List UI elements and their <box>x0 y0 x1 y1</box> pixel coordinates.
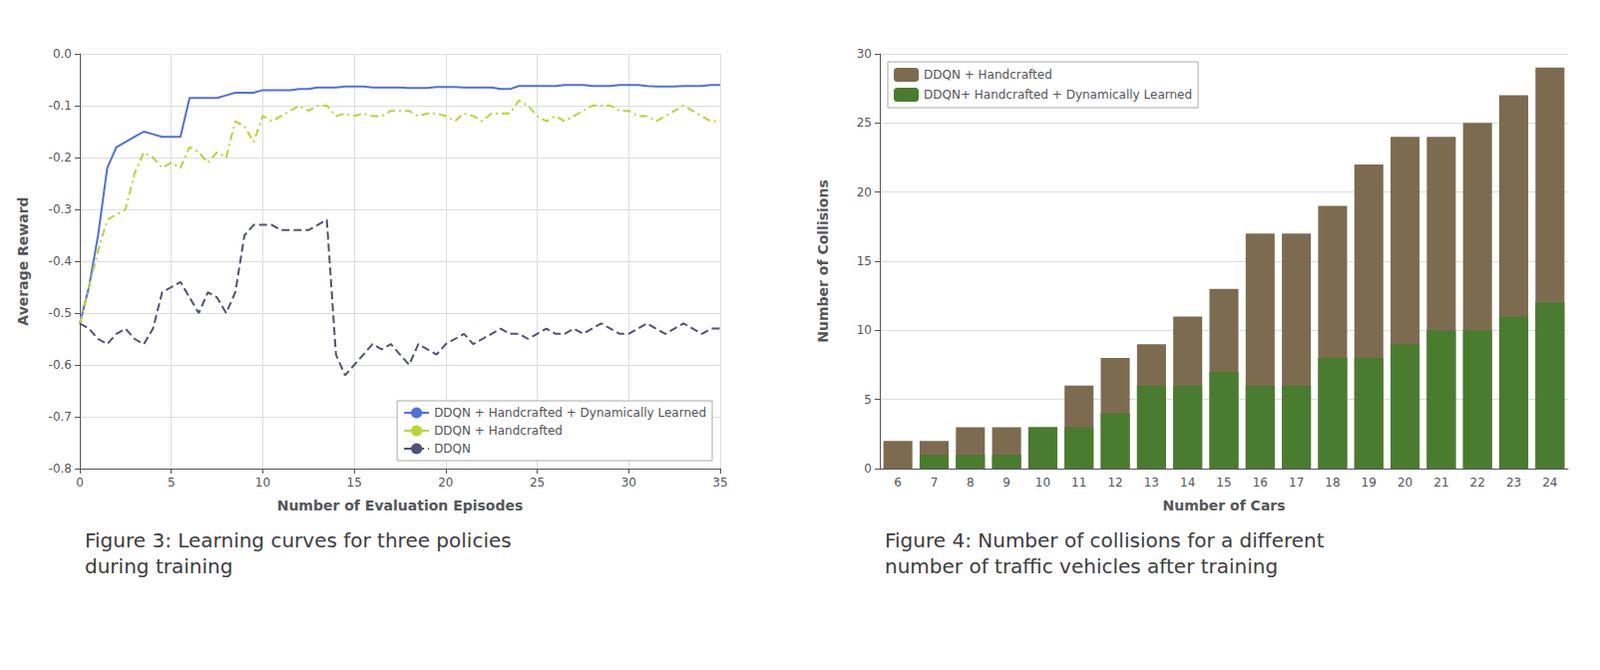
svg-text:17: 17 <box>1288 475 1304 490</box>
svg-text:Average Reward: Average Reward <box>14 196 31 326</box>
svg-text:during training: during training <box>84 554 233 579</box>
svg-text:Number of Collisions: Number of Collisions <box>814 179 831 344</box>
svg-text:-0.6: -0.6 <box>48 358 72 373</box>
svg-text:11: 11 <box>1071 475 1087 490</box>
svg-text:6: 6 <box>893 475 902 490</box>
svg-text:5: 5 <box>167 475 176 490</box>
svg-text:16: 16 <box>1252 475 1268 490</box>
svg-text:-0.3: -0.3 <box>48 202 72 217</box>
svg-text:DDQN + Handcrafted: DDQN + Handcrafted <box>923 67 1053 82</box>
svg-text:13: 13 <box>1144 475 1160 490</box>
svg-text:DDQN + Handcrafted + Dynamical: DDQN + Handcrafted + Dynamically Learned <box>433 405 707 420</box>
svg-text:20: 20 <box>437 475 453 490</box>
svg-text:19: 19 <box>1361 475 1377 490</box>
svg-text:-0.5: -0.5 <box>48 306 72 321</box>
svg-text:Number of Evaluation Episodes: Number of Evaluation Episodes <box>277 497 524 514</box>
svg-text:15: 15 <box>347 475 363 490</box>
svg-text:25: 25 <box>856 115 872 130</box>
svg-text:23: 23 <box>1506 475 1522 490</box>
svg-text:0: 0 <box>863 461 872 476</box>
svg-text:DDQN + Handcrafted: DDQN + Handcrafted <box>433 423 563 438</box>
svg-text:30: 30 <box>621 475 637 490</box>
svg-text:DDQN+ Handcrafted + Dynamicall: DDQN+ Handcrafted + Dynamically Learned <box>923 87 1193 102</box>
svg-text:8: 8 <box>966 475 975 490</box>
svg-text:0: 0 <box>75 475 84 490</box>
svg-text:-0.4: -0.4 <box>48 254 72 269</box>
svg-text:Number of Cars: Number of Cars <box>1162 497 1285 514</box>
svg-text:9: 9 <box>1002 475 1011 490</box>
svg-text:-0.1: -0.1 <box>48 98 72 113</box>
svg-text:30: 30 <box>856 46 872 61</box>
svg-text:14: 14 <box>1180 475 1196 490</box>
svg-text:24: 24 <box>1542 475 1558 490</box>
svg-text:number of traffic vehicles aft: number of traffic vehicles after trainin… <box>884 554 1278 579</box>
svg-text:15: 15 <box>856 254 872 269</box>
svg-text:20: 20 <box>1397 475 1413 490</box>
svg-text:-0.7: -0.7 <box>48 409 72 424</box>
svg-text:10: 10 <box>856 323 872 338</box>
svg-text:-0.8: -0.8 <box>48 461 72 476</box>
svg-text:Figure 3: Learning curves for: Figure 3: Learning curves for three poli… <box>84 528 512 553</box>
svg-text:Figure 4: Number of collisions: Figure 4: Number of collisions for a dif… <box>884 528 1325 553</box>
svg-text:22: 22 <box>1470 475 1486 490</box>
svg-text:18: 18 <box>1324 475 1340 490</box>
svg-text:21: 21 <box>1433 475 1449 490</box>
svg-text:15: 15 <box>1215 475 1231 490</box>
svg-text:5: 5 <box>863 393 872 407</box>
svg-text:12: 12 <box>1107 475 1123 490</box>
svg-text:DDQN: DDQN <box>433 441 471 456</box>
svg-text:7: 7 <box>930 475 939 490</box>
svg-text:-0.2: -0.2 <box>48 150 72 165</box>
svg-text:0.0: 0.0 <box>52 46 72 61</box>
svg-text:20: 20 <box>856 185 872 200</box>
svg-text:10: 10 <box>255 475 271 490</box>
svg-text:25: 25 <box>529 475 545 490</box>
svg-text:10: 10 <box>1035 475 1051 490</box>
svg-text:35: 35 <box>712 475 728 490</box>
